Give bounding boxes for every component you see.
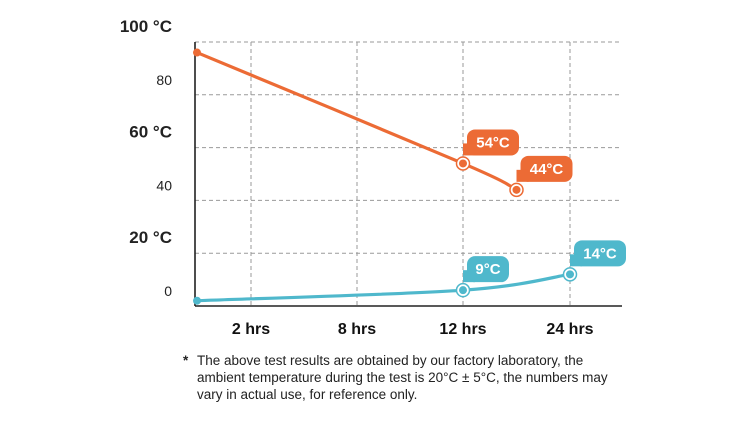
value-label: 54°C (476, 134, 510, 151)
series-layer (193, 48, 578, 305)
y-tick-label: 40 (156, 177, 172, 193)
x-tick-label: 8 hrs (338, 321, 376, 338)
series-line-1 (195, 272, 572, 303)
value-label-bubble (520, 155, 573, 182)
y-tick-label: 60 °C (129, 123, 172, 142)
footnote-symbol: * (183, 353, 189, 368)
y-tick-label: 20 °C (129, 228, 172, 247)
value-label-bubble (467, 129, 519, 156)
value-label: 14°C (583, 245, 617, 262)
data-point (459, 159, 467, 168)
value-label-tail (516, 169, 529, 182)
value-label: 44°C (530, 161, 564, 178)
x-axis-ticks: 2 hrs 8 hrs 12 hrs 24 hrs (232, 321, 594, 338)
x-tick-label: 12 hrs (439, 321, 486, 338)
value-label-bubble (574, 240, 626, 267)
value-label-tail (463, 270, 475, 283)
data-point-start (193, 48, 201, 57)
data-point (459, 286, 467, 295)
data-point-start (193, 296, 201, 305)
value-label-tail (463, 143, 475, 156)
value-label: 9°C (475, 261, 500, 278)
x-tick-label: 24 hrs (546, 321, 593, 338)
grid (194, 41, 622, 307)
x-tick-label: 2 hrs (232, 321, 270, 338)
temperature-chart: 0 20 °C 40 60 °C 80 100 °C 2 hrs 8 hrs 12 hrs 24… (120, 17, 626, 338)
y-tick-label: 80 (156, 72, 172, 88)
value-labels: 54°C 44°C 9°C 14°C (463, 129, 626, 283)
y-axis-ticks: 0 20 °C 40 60 °C 80 100 °C (120, 17, 172, 299)
value-label-bubble (467, 256, 509, 283)
value-label-tail (570, 254, 582, 267)
y-tick-label: 0 (164, 283, 172, 299)
footnote-text: The above test results are obtained by o… (197, 353, 608, 402)
series-line-0 (195, 50, 519, 192)
y-tick-label: 100 °C (120, 17, 172, 36)
footnote: * The above test results are obtained by… (183, 352, 623, 403)
data-point (512, 185, 521, 194)
data-point (566, 270, 574, 279)
